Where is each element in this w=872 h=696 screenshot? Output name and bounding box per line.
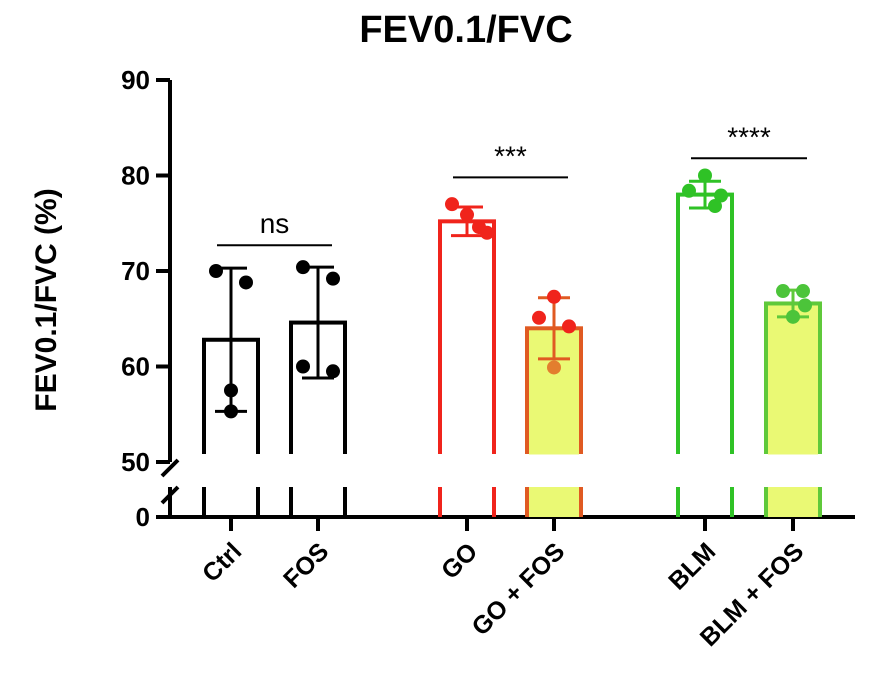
data-point bbox=[532, 310, 546, 325]
data-point bbox=[296, 260, 310, 275]
data-point bbox=[224, 404, 238, 419]
chart-title: FEV0.1/FVC bbox=[359, 9, 572, 51]
data-point bbox=[796, 284, 810, 299]
y-tick-label: 70 bbox=[121, 256, 150, 286]
y-tick-label: 0 bbox=[136, 502, 150, 532]
data-point bbox=[224, 383, 238, 398]
data-point bbox=[326, 271, 340, 286]
x-tick-label: GO bbox=[436, 537, 483, 584]
data-point bbox=[714, 188, 728, 203]
data-point bbox=[562, 319, 576, 334]
data-point bbox=[786, 309, 800, 324]
data-point bbox=[445, 197, 459, 212]
data-point bbox=[547, 289, 561, 304]
axis-break-mark bbox=[160, 458, 180, 478]
axis-break-mark bbox=[160, 485, 180, 505]
significance-label: ns bbox=[260, 208, 290, 239]
y-tick-label: 60 bbox=[121, 352, 150, 382]
data-point bbox=[209, 264, 223, 278]
data-point bbox=[296, 359, 310, 374]
data-point bbox=[460, 207, 474, 222]
data-point bbox=[682, 183, 696, 198]
x-tick-label: GO + FOS bbox=[466, 537, 570, 641]
y-tick-label: 80 bbox=[121, 161, 150, 191]
y-axis-label: FEV0.1/FVC (%) bbox=[30, 188, 63, 411]
bar-go bbox=[438, 219, 496, 454]
data-point bbox=[480, 225, 494, 240]
data-point bbox=[326, 364, 340, 379]
data-point bbox=[776, 284, 790, 299]
x-tick-label: Ctrl bbox=[197, 537, 247, 587]
y-tick-label: 90 bbox=[121, 65, 150, 95]
data-point bbox=[698, 168, 712, 183]
significance-label: *** bbox=[494, 140, 527, 171]
x-tick-label: BLM bbox=[663, 537, 721, 595]
x-tick-label: FOS bbox=[278, 537, 334, 593]
data-point bbox=[547, 360, 561, 375]
bar-blm-fos bbox=[764, 301, 822, 454]
bar-lower-segment bbox=[766, 487, 820, 517]
data-point bbox=[798, 298, 812, 313]
data-point bbox=[239, 275, 253, 290]
bar-blm bbox=[676, 192, 734, 454]
data-point bbox=[708, 199, 722, 214]
significance-label: **** bbox=[727, 121, 771, 152]
y-tick-label: 50 bbox=[121, 447, 150, 477]
bar-lower-segment bbox=[527, 487, 581, 517]
axes: 0 50 60 70 80 90 bbox=[121, 65, 855, 532]
